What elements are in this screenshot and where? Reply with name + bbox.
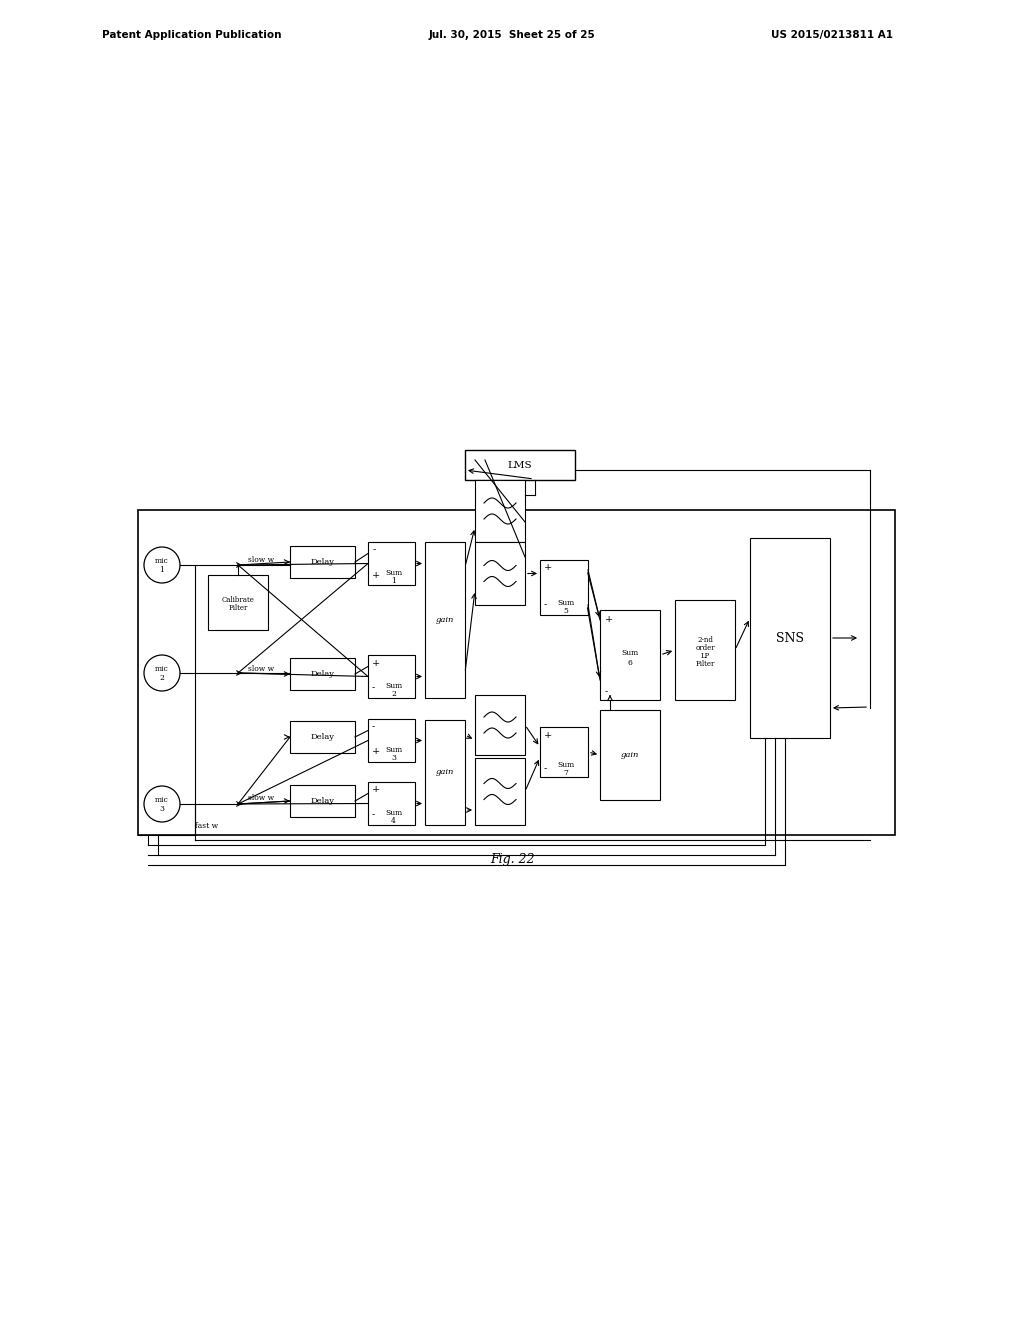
Text: Delay: Delay <box>310 671 335 678</box>
Text: -: - <box>544 764 547 774</box>
Text: mic: mic <box>155 796 169 804</box>
Text: Fig. 22: Fig. 22 <box>489 854 535 866</box>
Text: slow w: slow w <box>248 665 274 673</box>
Bar <box>208 576 268 630</box>
Bar <box>465 450 575 480</box>
Text: Delay: Delay <box>310 797 335 805</box>
Text: 2: 2 <box>391 690 396 698</box>
Text: -: - <box>372 684 375 693</box>
Text: Sum: Sum <box>385 746 402 754</box>
Text: Sum: Sum <box>385 682 402 690</box>
Text: fast w: fast w <box>195 822 218 830</box>
Text: Delay: Delay <box>310 733 335 741</box>
Bar <box>540 727 588 777</box>
Bar <box>368 719 415 762</box>
Text: 4: 4 <box>391 817 396 825</box>
Text: Sum: Sum <box>385 569 402 577</box>
Text: 1: 1 <box>391 577 396 585</box>
Text: Sum: Sum <box>622 649 639 657</box>
Bar <box>475 480 525 543</box>
Text: Jul. 30, 2015  Sheet 25 of 25: Jul. 30, 2015 Sheet 25 of 25 <box>429 30 595 40</box>
Text: -: - <box>605 688 608 697</box>
Text: -: - <box>372 722 375 731</box>
Text: slow w: slow w <box>248 556 274 564</box>
Text: 5: 5 <box>563 607 568 615</box>
Text: 3: 3 <box>160 805 165 813</box>
Text: 7: 7 <box>563 770 568 777</box>
Text: 3: 3 <box>391 754 396 762</box>
Bar <box>290 546 355 578</box>
Bar <box>368 543 415 585</box>
Bar <box>675 601 735 700</box>
Text: Sum: Sum <box>557 599 574 607</box>
Bar <box>600 610 660 700</box>
Circle shape <box>144 546 180 583</box>
Text: Sum: Sum <box>385 809 402 817</box>
Bar <box>290 657 355 690</box>
Bar <box>600 710 660 800</box>
Text: Filter: Filter <box>228 603 248 611</box>
Text: +: + <box>544 730 552 739</box>
Text: 2-nd: 2-nd <box>697 636 713 644</box>
Text: LP: LP <box>700 652 710 660</box>
Circle shape <box>144 655 180 690</box>
Text: 2: 2 <box>160 675 165 682</box>
Bar <box>290 785 355 817</box>
Text: +: + <box>605 615 613 624</box>
Text: 1: 1 <box>160 566 165 574</box>
Bar <box>368 781 415 825</box>
Bar <box>425 719 465 825</box>
Text: +: + <box>372 747 380 756</box>
Text: Sum: Sum <box>557 762 574 770</box>
Text: +: + <box>372 570 380 579</box>
Text: LMS: LMS <box>508 461 532 470</box>
Text: order: order <box>695 644 715 652</box>
Bar <box>290 721 355 752</box>
Text: mic: mic <box>155 665 169 673</box>
Text: -: - <box>544 601 547 610</box>
Text: Filter: Filter <box>695 660 715 668</box>
Bar <box>368 655 415 698</box>
Text: slow w: slow w <box>248 795 274 803</box>
Circle shape <box>144 785 180 822</box>
Text: gain: gain <box>436 616 455 624</box>
Text: +: + <box>544 564 552 573</box>
Text: Calibrate: Calibrate <box>221 595 254 603</box>
Text: mic: mic <box>155 557 169 565</box>
Text: gain: gain <box>436 768 455 776</box>
Bar <box>475 696 525 755</box>
Text: +: + <box>372 659 380 668</box>
Bar <box>138 510 895 836</box>
Text: -: - <box>372 810 375 820</box>
Text: US 2015/0213811 A1: US 2015/0213811 A1 <box>771 30 893 40</box>
Bar <box>475 543 525 605</box>
Text: -: - <box>373 545 376 554</box>
Text: +: + <box>372 785 380 795</box>
Bar <box>475 758 525 825</box>
Text: SNS: SNS <box>776 631 804 644</box>
Bar <box>750 539 830 738</box>
Bar <box>425 543 465 698</box>
Text: Patent Application Publication: Patent Application Publication <box>102 30 282 40</box>
Text: Delay: Delay <box>310 558 335 566</box>
Text: gain: gain <box>621 751 639 759</box>
Bar <box>540 560 588 615</box>
Text: 6: 6 <box>628 659 633 667</box>
